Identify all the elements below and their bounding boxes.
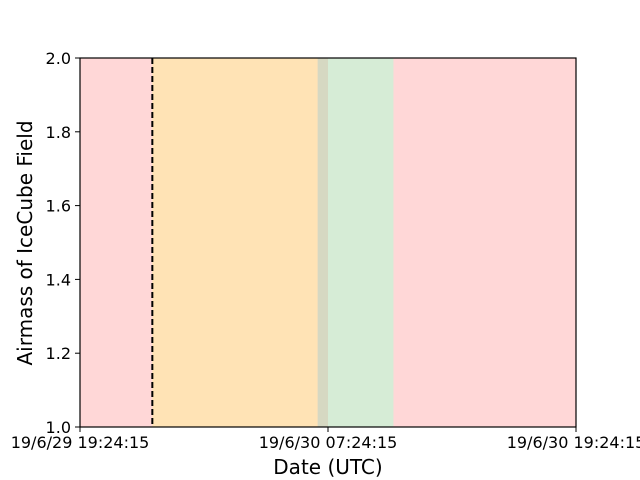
y-tick-label-4: 1.8 bbox=[46, 123, 71, 142]
y-tick-label-2: 1.4 bbox=[46, 270, 71, 289]
y-tick-label-0: 1.0 bbox=[46, 418, 71, 437]
y-axis-title: Airmass of IceCube Field bbox=[13, 120, 37, 365]
y-axis: 1.0 1.2 1.4 1.6 1.8 2.0 bbox=[46, 49, 80, 437]
y-tick-label-1: 1.2 bbox=[46, 344, 71, 363]
x-tick-label-2: 19/6/30 19:24:15 bbox=[507, 433, 640, 452]
band-1 bbox=[152, 58, 318, 427]
band-2 bbox=[317, 58, 394, 427]
y-tick-label-3: 1.6 bbox=[46, 197, 71, 216]
x-axis: 19/6/29 19:24:15 19/6/30 07:24:15 19/6/30 … bbox=[11, 427, 640, 452]
band-0 bbox=[80, 58, 328, 427]
y-tick-label-5: 2.0 bbox=[46, 49, 71, 68]
band-3 bbox=[393, 58, 576, 427]
x-axis-title: Date (UTC) bbox=[273, 455, 382, 479]
x-tick-label-1: 19/6/30 07:24:15 bbox=[259, 433, 398, 452]
night-bands bbox=[80, 58, 576, 427]
x-tick-label-0: 19/6/29 19:24:15 bbox=[11, 433, 150, 452]
